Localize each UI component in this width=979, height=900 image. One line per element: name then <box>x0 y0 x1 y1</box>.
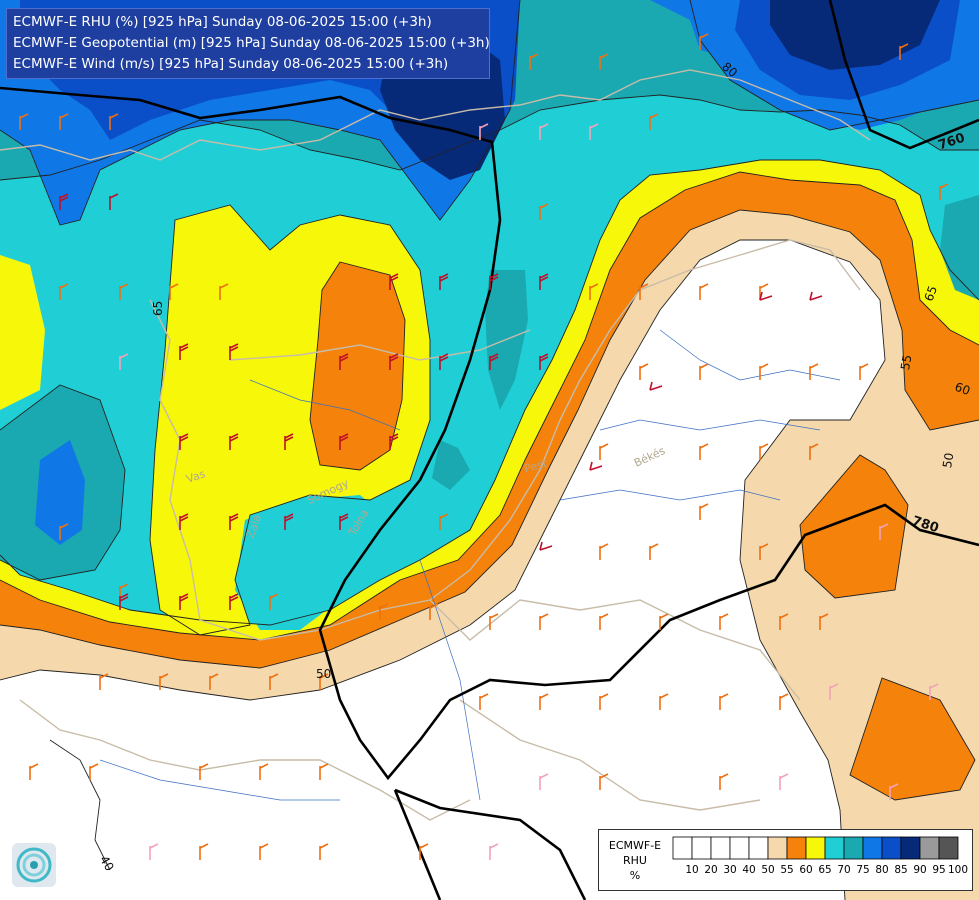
contour-label-rhu: 60 <box>953 380 972 398</box>
wind-barbs <box>19 33 949 860</box>
rhu-cell-west-60 <box>0 255 45 410</box>
legend-swatch <box>748 836 769 860</box>
legend-swatch <box>729 836 750 860</box>
contour-label-rhu: 65 <box>151 301 165 316</box>
title-line-rhu: ECMWF-E RHU (%) [925 hPa] Sunday 08-06-2… <box>13 14 432 30</box>
legend-swatch <box>824 836 845 860</box>
legend-swatch <box>710 836 731 860</box>
legend-tick-label: 75 <box>856 864 869 876</box>
legend-tick-label: 70 <box>837 864 850 876</box>
contour-label-rhu: 55 <box>898 354 914 371</box>
legend: ECMWF-E RHU % 10 20 30 40 50 55 60 65 70 75 80 85 90… <box>598 829 973 891</box>
legend-tick-label: 40 <box>742 864 755 876</box>
legend-swatch <box>938 836 959 860</box>
legend-tick-label: 20 <box>704 864 717 876</box>
legend-title-line: ECMWF-E <box>608 839 662 852</box>
legend-swatch <box>843 836 864 860</box>
legend-title-line: RHU <box>623 854 647 867</box>
rhu-patch-70-b <box>432 440 470 490</box>
legend-swatch <box>691 836 712 860</box>
title-line-geopotential: ECMWF-E Geopotential (m) [925 hPa] Sunda… <box>13 35 490 51</box>
rhu-cell-ne-85 <box>770 0 940 70</box>
legend-tick-label: 95 <box>932 864 945 876</box>
contour-label-rhu: 65 <box>922 284 940 303</box>
legend-tick-label: 80 <box>875 864 888 876</box>
legend-tick-label: 90 <box>913 864 926 876</box>
legend-swatch <box>786 836 807 860</box>
legend-tick-label: 100 <box>948 864 968 876</box>
title-line-wind: ECMWF-E Wind (m/s) [925 hPa] Sunday 08-0… <box>13 56 449 72</box>
swirl-icon <box>16 847 52 883</box>
legend-swatch <box>900 836 921 860</box>
map-title-box: ECMWF-E RHU (%) [925 hPa] Sunday 08-06-2… <box>6 8 490 79</box>
region-label: Vas <box>185 467 208 486</box>
rhu-cell-se-55-b <box>850 678 975 800</box>
region-label: Pest <box>523 457 549 476</box>
legend-tick-label: 50 <box>761 864 774 876</box>
legend-title: ECMWF-E RHU % <box>603 838 667 883</box>
country-borders <box>0 69 871 821</box>
legend-tick-label: 60 <box>799 864 812 876</box>
legend-swatch <box>805 836 826 860</box>
legend-scale: 10 20 30 40 50 55 60 65 70 75 80 85 90 95 100 <box>672 836 968 876</box>
ecmwf-logo <box>12 843 56 887</box>
legend-tick-label: 10 <box>685 864 698 876</box>
rhu-cell-se-55-a <box>800 455 908 598</box>
legend-swatch <box>862 836 883 860</box>
contour-label-rhu: 50 <box>940 452 956 469</box>
legend-swatch <box>919 836 940 860</box>
legend-swatch <box>767 836 788 860</box>
contour-label-rhu: 40 <box>97 853 117 873</box>
legend-tick-label: 30 <box>723 864 736 876</box>
legend-swatch <box>672 836 693 860</box>
legend-tick-label: 65 <box>818 864 831 876</box>
contour-label-rhu: 50 <box>316 667 331 681</box>
legend-swatch <box>881 836 902 860</box>
rivers <box>99 329 841 801</box>
rhu-cell-west-75 <box>35 440 85 545</box>
rhu-cell-center-55 <box>310 262 405 470</box>
rhu-cell-east-65 <box>940 195 979 300</box>
legend-tick-label: 85 <box>894 864 907 876</box>
legend-title-line: % <box>629 869 641 882</box>
contour-labels: 65 55 60 50 50 65 40 80 760 780 <box>97 59 972 873</box>
legend-tick-label: 55 <box>780 864 793 876</box>
